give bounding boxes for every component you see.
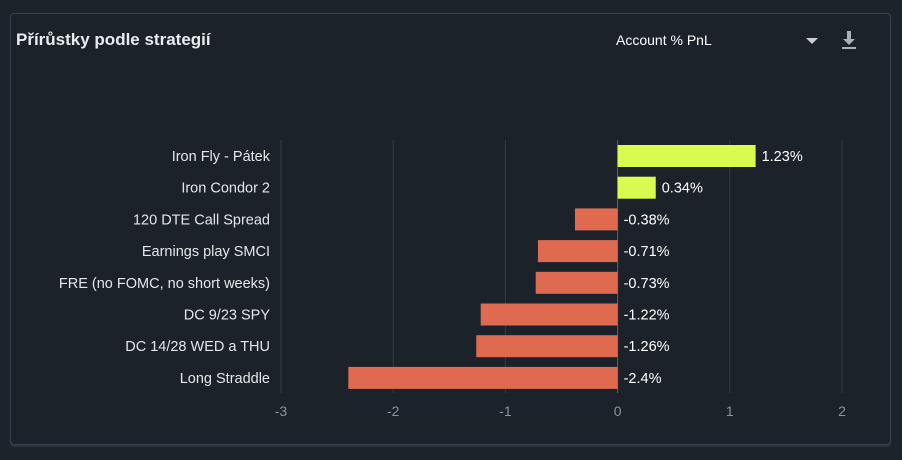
bar xyxy=(617,145,756,167)
data-label: 1.23% xyxy=(762,149,803,165)
category-label: DC 14/28 WED a THU xyxy=(125,339,270,355)
category-label: FRE (no FOMC, no short weeks) xyxy=(59,276,270,292)
data-label: -1.22% xyxy=(624,308,670,324)
data-label: -2.4% xyxy=(624,371,662,387)
bar xyxy=(348,366,618,389)
data-label: -0.38% xyxy=(624,212,670,228)
category-label: Iron Fly - Pátek xyxy=(172,149,271,165)
download-icon[interactable] xyxy=(840,30,858,50)
metric-select-value: Account % PnL xyxy=(616,32,712,48)
data-label: -0.71% xyxy=(624,244,670,260)
bar xyxy=(617,176,656,199)
data-label: -1.26% xyxy=(624,339,670,355)
x-tick-label: 1 xyxy=(726,403,734,419)
x-tick-label: 0 xyxy=(614,403,622,419)
category-label: DC 9/23 SPY xyxy=(184,308,271,324)
chart-title: Přírůstky podle strategií xyxy=(16,30,211,49)
chevron-down-icon xyxy=(806,38,818,44)
metric-select[interactable]: Account % PnL xyxy=(610,28,822,52)
category-label: Earnings play SMCI xyxy=(142,244,270,260)
bar xyxy=(574,208,618,231)
x-tick-label: 2 xyxy=(838,403,846,419)
x-tick-label: -3 xyxy=(275,403,288,419)
x-tick-label: -2 xyxy=(387,403,400,419)
bar xyxy=(480,303,618,326)
category-label: Iron Condor 2 xyxy=(181,181,270,197)
bar xyxy=(535,271,618,294)
bar xyxy=(476,335,618,358)
bar xyxy=(537,240,618,263)
category-label: Long Straddle xyxy=(180,371,270,387)
data-label: -0.73% xyxy=(624,276,670,292)
x-tick-label: -1 xyxy=(499,403,512,419)
category-label: 120 DTE Call Spread xyxy=(133,212,270,228)
data-label: 0.34% xyxy=(662,181,703,197)
